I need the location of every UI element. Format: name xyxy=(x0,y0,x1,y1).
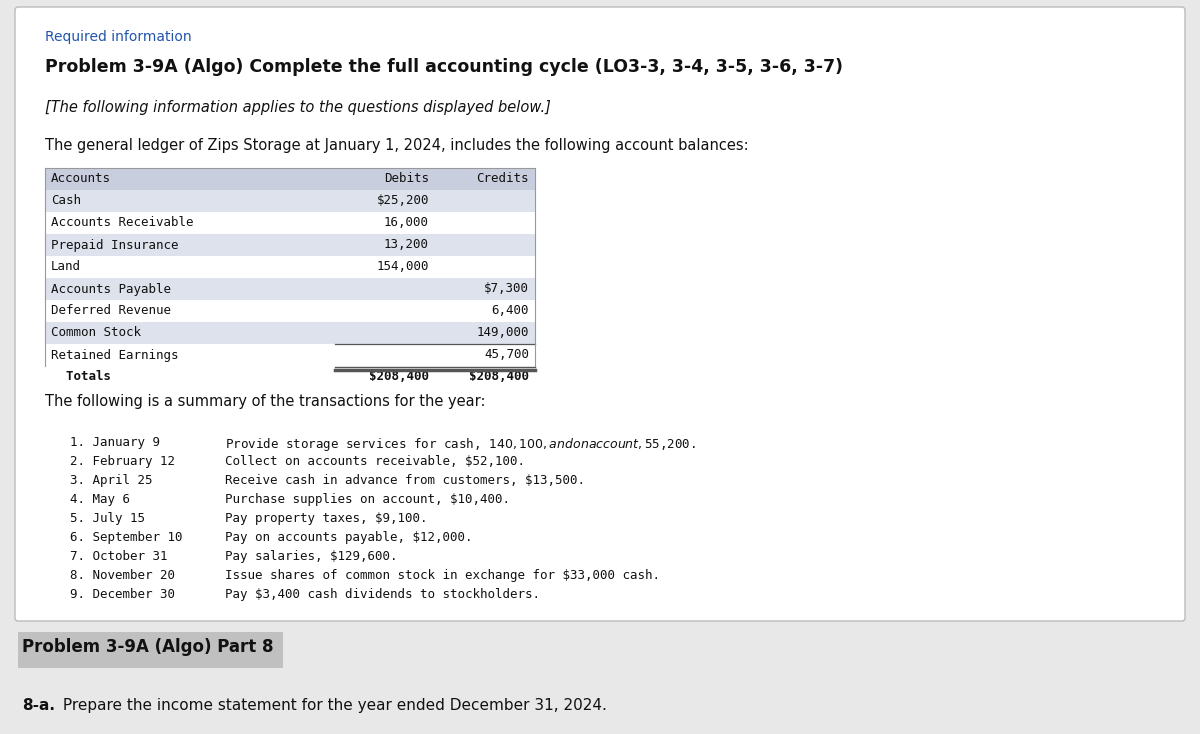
Text: 149,000: 149,000 xyxy=(476,327,529,340)
Text: 4. May 6: 4. May 6 xyxy=(70,493,130,506)
Text: Land: Land xyxy=(50,261,82,274)
Bar xyxy=(46,300,535,322)
Bar xyxy=(46,278,535,300)
Bar xyxy=(46,212,535,234)
Text: 45,700: 45,700 xyxy=(484,349,529,362)
Text: $208,400: $208,400 xyxy=(370,371,430,383)
Text: Pay $3,400 cash dividends to stockholders.: Pay $3,400 cash dividends to stockholder… xyxy=(226,588,540,601)
Text: Issue shares of common stock in exchange for $33,000 cash.: Issue shares of common stock in exchange… xyxy=(226,569,660,582)
Text: Purchase supplies on account, $10,400.: Purchase supplies on account, $10,400. xyxy=(226,493,510,506)
Text: Totals: Totals xyxy=(50,371,112,383)
Text: $7,300: $7,300 xyxy=(484,283,529,296)
Text: Accounts Payable: Accounts Payable xyxy=(50,283,172,296)
Bar xyxy=(46,366,535,388)
Text: 16,000: 16,000 xyxy=(384,217,430,230)
Bar xyxy=(46,190,535,212)
FancyBboxPatch shape xyxy=(14,7,1186,621)
Bar xyxy=(46,344,535,366)
Bar xyxy=(18,632,283,668)
Text: 154,000: 154,000 xyxy=(377,261,430,274)
Text: Pay on accounts payable, $12,000.: Pay on accounts payable, $12,000. xyxy=(226,531,473,544)
Text: 6. September 10: 6. September 10 xyxy=(70,531,182,544)
Text: The following is a summary of the transactions for the year:: The following is a summary of the transa… xyxy=(46,394,486,409)
Text: 13,200: 13,200 xyxy=(384,239,430,252)
Text: Prepaid Insurance: Prepaid Insurance xyxy=(50,239,179,252)
Text: Receive cash in advance from customers, $13,500.: Receive cash in advance from customers, … xyxy=(226,474,586,487)
Text: Accounts: Accounts xyxy=(50,172,112,186)
Text: Retained Earnings: Retained Earnings xyxy=(50,349,179,362)
Text: Credits: Credits xyxy=(476,172,529,186)
Text: 1. January 9: 1. January 9 xyxy=(70,436,160,449)
Text: 5. July 15: 5. July 15 xyxy=(70,512,145,525)
Bar xyxy=(46,234,535,256)
Text: 3. April 25: 3. April 25 xyxy=(70,474,152,487)
Text: Common Stock: Common Stock xyxy=(50,327,142,340)
Bar xyxy=(46,256,535,278)
Text: 6,400: 6,400 xyxy=(492,305,529,318)
Bar xyxy=(46,322,535,344)
Text: 8-a.: 8-a. xyxy=(22,698,55,713)
Text: Accounts Receivable: Accounts Receivable xyxy=(50,217,193,230)
Text: The general ledger of Zips Storage at January 1, 2024, includes the following ac: The general ledger of Zips Storage at Ja… xyxy=(46,138,749,153)
Text: Prepare the income statement for the year ended December 31, 2024.: Prepare the income statement for the yea… xyxy=(58,698,607,713)
Text: 2. February 12: 2. February 12 xyxy=(70,455,175,468)
Text: Cash: Cash xyxy=(50,195,82,208)
Text: 9. December 30: 9. December 30 xyxy=(70,588,175,601)
Text: Deferred Revenue: Deferred Revenue xyxy=(50,305,172,318)
Text: Provide storage services for cash, $140,100, and on account, $55,200.: Provide storage services for cash, $140,… xyxy=(226,436,696,453)
Bar xyxy=(46,168,535,190)
Text: [The following information applies to the questions displayed below.]: [The following information applies to th… xyxy=(46,100,551,115)
Text: Required information: Required information xyxy=(46,30,192,44)
Text: $25,200: $25,200 xyxy=(377,195,430,208)
Text: Pay salaries, $129,600.: Pay salaries, $129,600. xyxy=(226,550,397,563)
Text: Pay property taxes, $9,100.: Pay property taxes, $9,100. xyxy=(226,512,427,525)
Text: 7. October 31: 7. October 31 xyxy=(70,550,168,563)
Text: Problem 3-9A (Algo) Part 8: Problem 3-9A (Algo) Part 8 xyxy=(22,638,274,656)
Text: Collect on accounts receivable, $52,100.: Collect on accounts receivable, $52,100. xyxy=(226,455,526,468)
Text: 8. November 20: 8. November 20 xyxy=(70,569,175,582)
Text: Problem 3-9A (Algo) Complete the full accounting cycle (LO3-3, 3-4, 3-5, 3-6, 3-: Problem 3-9A (Algo) Complete the full ac… xyxy=(46,58,842,76)
Text: Debits: Debits xyxy=(384,172,430,186)
Text: $208,400: $208,400 xyxy=(469,371,529,383)
